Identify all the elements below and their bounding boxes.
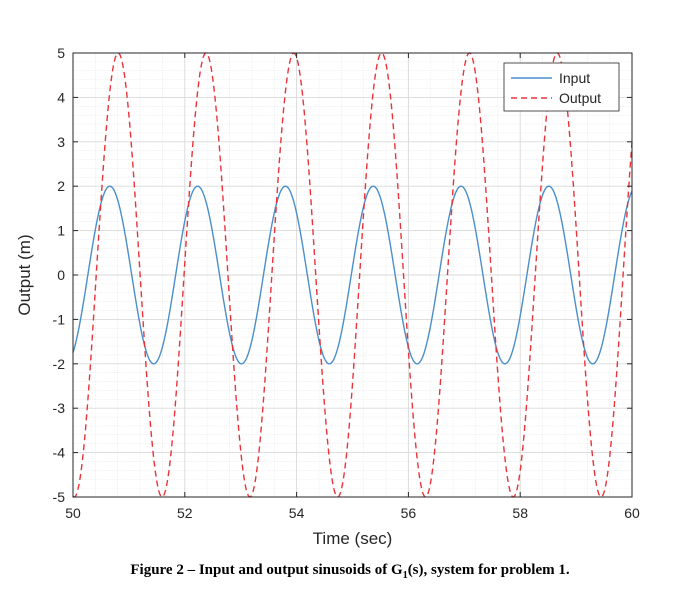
y-tick-label: -1 (53, 311, 66, 327)
legend-label-input: Input (559, 70, 590, 86)
series-line-input (72, 185, 633, 365)
y-tick-label: 4 (57, 89, 65, 105)
figure-caption: Figure 2 – Input and output sinusoids of… (0, 562, 700, 581)
x-tick-label: 52 (177, 505, 193, 521)
y-tick-label: 3 (57, 134, 65, 150)
y-tick-label: 2 (57, 178, 65, 194)
y-tick-label: -5 (53, 489, 66, 505)
y-tick-label: 5 (57, 45, 65, 61)
caption-subscript: 1 (402, 570, 408, 581)
caption-suffix: (s), system for problem 1. (407, 562, 570, 578)
y-tick-label: 1 (57, 223, 65, 239)
x-tick-label: 56 (401, 505, 417, 521)
y-tick-label: -2 (53, 356, 66, 372)
y-tick-label: -3 (53, 400, 66, 416)
y-axis-label: Output (m) (15, 234, 34, 315)
legend: Input Output (503, 62, 620, 112)
x-tick-label: 58 (512, 505, 528, 521)
y-tick-label: 0 (57, 267, 65, 283)
legend-box (503, 62, 620, 112)
series-layer (72, 52, 633, 498)
major-grid (72, 52, 633, 498)
caption-prefix: Figure 2 – Input and output sinusoids of… (130, 562, 403, 578)
y-tick-label: -4 (53, 445, 66, 461)
series-line-output (72, 52, 633, 498)
x-tick-label: 60 (624, 505, 640, 521)
x-tick-label: 54 (289, 505, 305, 521)
ticks (72, 52, 633, 498)
tick-labels: 50 52 54 56 58 60 -5 -4 -3 -2 -1 0 1 2 3 4 5 (53, 45, 640, 521)
x-tick-label: 50 (65, 505, 81, 521)
legend-label-output: Output (559, 90, 601, 106)
x-axis-label: Time (sec) (313, 529, 393, 548)
